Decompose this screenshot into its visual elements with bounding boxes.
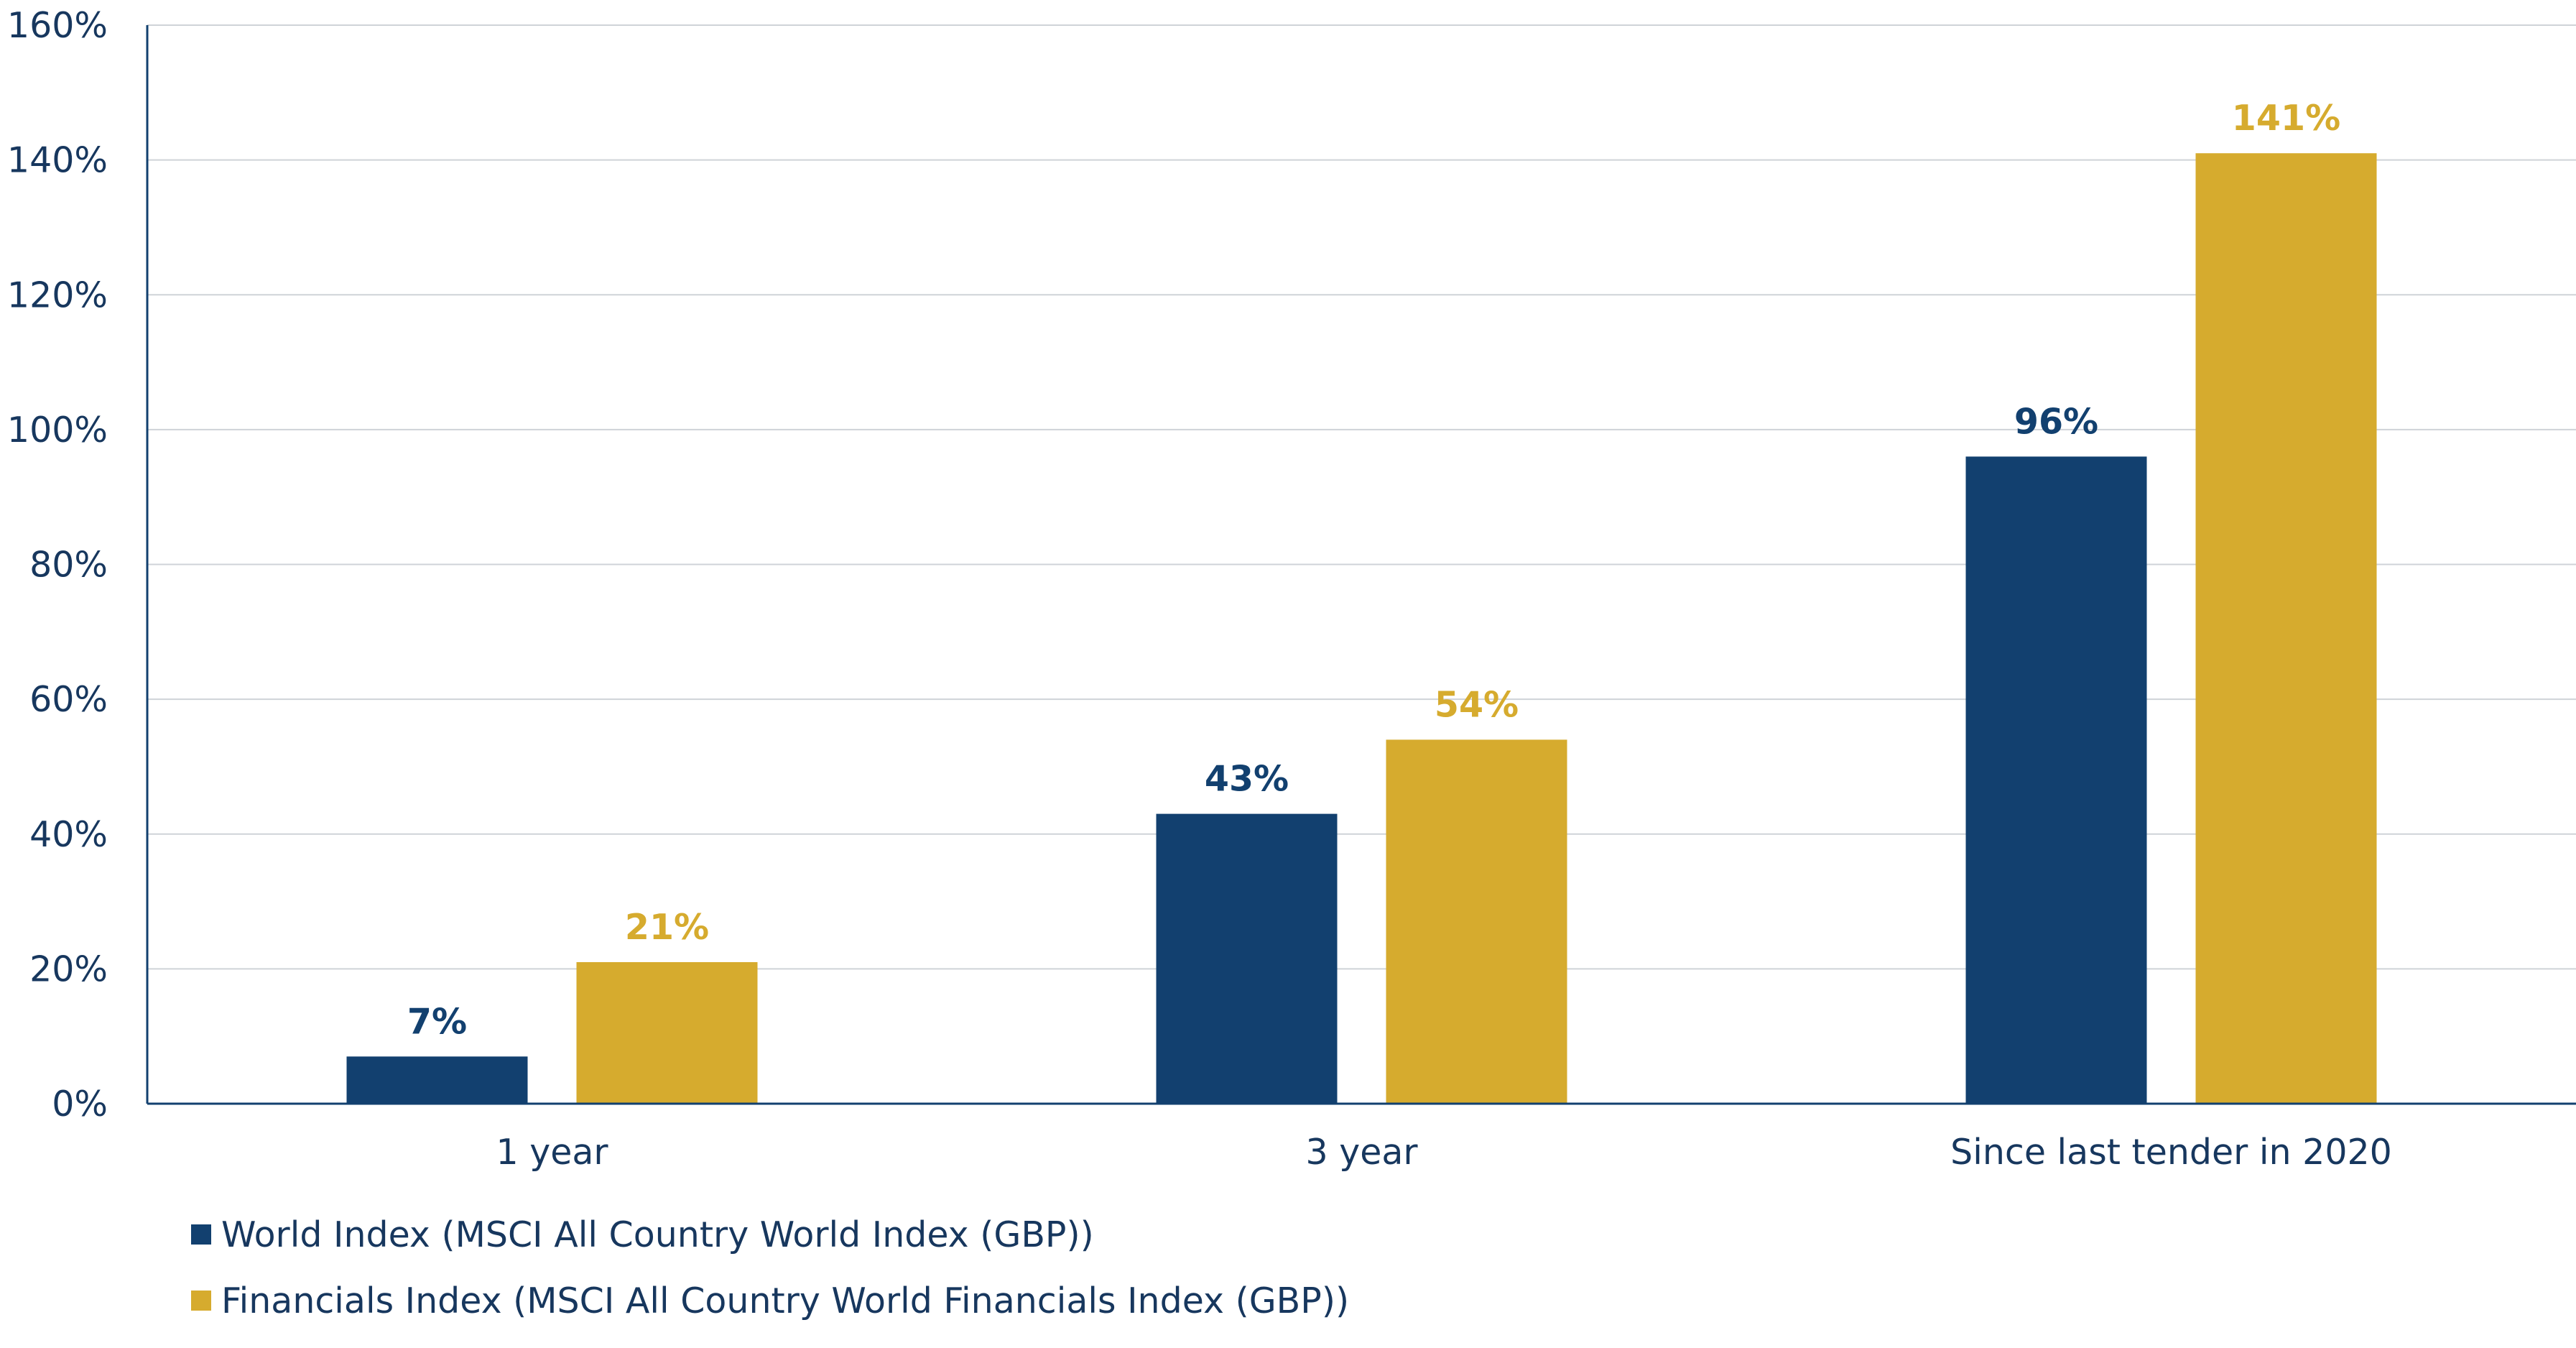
x-category-label: 3 year: [1305, 1132, 1418, 1173]
y-tick-label: 120%: [7, 274, 108, 315]
y-tick-label: 0%: [52, 1084, 108, 1125]
y-tick-label: 160%: [7, 5, 108, 46]
y-tick-label: 100%: [7, 410, 108, 451]
y-tick-label: 20%: [29, 948, 108, 989]
data-label: 43%: [1205, 759, 1289, 800]
data-labels: 7% 21% 43% 54% 96% 141%: [407, 98, 2340, 1042]
bar-world-index: [346, 1056, 528, 1104]
data-label: 141%: [2232, 98, 2340, 139]
y-axis-ticks: 0% 20% 40% 60% 80% 100% 120% 140% 160%: [7, 5, 108, 1125]
data-label: 54%: [1435, 684, 1519, 725]
gridlines: [147, 24, 2576, 970]
legend-swatch: [191, 1291, 211, 1311]
legend-label: Financials Index (MSCI All Country World…: [221, 1280, 1349, 1321]
data-label: 96%: [2014, 401, 2098, 442]
bar-financials-index: [1386, 739, 1567, 1104]
data-label: 21%: [625, 907, 709, 948]
y-tick-label: 60%: [29, 679, 108, 720]
y-tick-label: 40%: [29, 814, 108, 855]
legend: World Index (MSCI All Country World Inde…: [191, 1214, 1349, 1321]
y-tick-label: 80%: [29, 545, 108, 586]
bar-financials-index: [2195, 153, 2377, 1104]
y-tick-label: 140%: [7, 140, 108, 181]
legend-label: World Index (MSCI All Country World Inde…: [221, 1214, 1094, 1255]
legend-swatch: [191, 1224, 211, 1245]
bar-world-index: [1156, 813, 1338, 1104]
axes: [146, 25, 2576, 1105]
x-category-label: 1 year: [496, 1132, 608, 1173]
bar-financials-index: [576, 961, 758, 1104]
bar-world-index: [1965, 456, 2147, 1104]
x-category-label: Since last tender in 2020: [1950, 1132, 2392, 1173]
data-label: 7%: [407, 1001, 467, 1042]
x-axis-categories: 1 year 3 year Since last tender in 2020: [496, 1132, 2391, 1173]
bars: [346, 153, 2377, 1104]
